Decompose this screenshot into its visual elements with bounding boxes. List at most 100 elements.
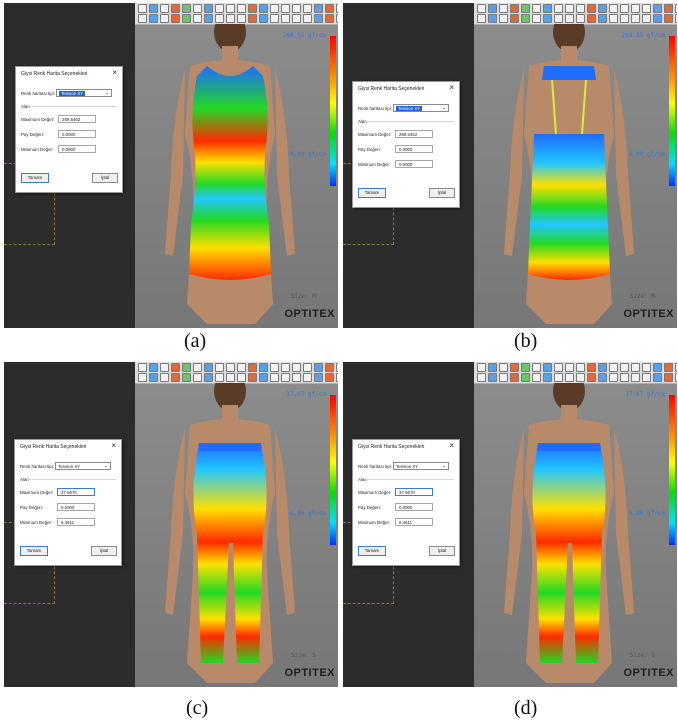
toolbar-button[interactable] [160,373,169,382]
toolbar-button[interactable] [521,373,530,382]
toolbar-button[interactable] [259,4,268,13]
toolbar-button[interactable] [193,363,202,372]
min-value-field[interactable]: 6.4611 [395,518,433,526]
toolbar-button[interactable] [336,373,338,382]
toolbar-button[interactable] [259,373,268,382]
max-value-field[interactable]: 269.5462 [395,130,433,138]
toolbar-button[interactable] [576,14,585,23]
toolbar-button[interactable] [215,4,224,13]
toolbar-button[interactable] [237,4,246,13]
toolbar-button[interactable] [653,14,662,23]
close-icon[interactable]: × [111,441,116,450]
min-value-field[interactable]: 0.0000 [58,145,96,153]
toolbar-button[interactable] [554,373,563,382]
map-type-select[interactable]: Tension XY ⌄ [393,462,449,470]
ok-button[interactable]: Tamam [21,173,49,183]
toolbar-button[interactable] [620,373,629,382]
toolbar-button[interactable] [270,4,279,13]
toolbar-button[interactable] [620,363,629,372]
toolbar-button[interactable] [204,14,213,23]
toolbar-button[interactable] [609,14,618,23]
map-type-select[interactable]: Tension XY ⌄ [393,104,449,112]
toolbar-button[interactable] [292,4,301,13]
toolbar-button[interactable] [204,4,213,13]
toolbar-button[interactable] [642,363,651,372]
cancel-button[interactable]: İptal [91,546,117,556]
toolbar-button[interactable] [543,363,552,372]
toolbar-button[interactable] [532,363,541,372]
3d-viewport[interactable]: 269.55 gf/cm 0.00 gf/cm Size: M OPTITEX [135,3,338,328]
toolbar-button[interactable] [675,14,677,23]
tolerance-value-field[interactable]: 0.0000 [395,503,433,511]
toolbar-button[interactable] [554,363,563,372]
toolbar-button[interactable] [193,373,202,382]
toolbar-button[interactable] [675,373,677,382]
toolbar-button[interactable] [138,373,147,382]
toolbar-button[interactable] [543,14,552,23]
toolbar-button[interactable] [149,4,158,13]
toolbar-button[interactable] [336,363,338,372]
cancel-button[interactable]: İptal [429,546,455,556]
toolbar-button[interactable] [642,373,651,382]
toolbar-button[interactable] [653,4,662,13]
toolbar-button[interactable] [149,363,158,372]
toolbar-button[interactable] [248,363,257,372]
3d-viewport[interactable]: 37.67 gf/cm 6.46 gf/cm Size: S OPTITEX [135,362,338,687]
toolbar-button[interactable] [292,363,301,372]
toolbar-button[interactable] [160,363,169,372]
toolbar-button[interactable] [303,14,312,23]
ok-button[interactable]: Tamam [358,546,386,556]
toolbar-button[interactable] [587,14,596,23]
toolbar-button[interactable] [510,363,519,372]
toolbar-button[interactable] [565,363,574,372]
toolbar-button[interactable] [226,14,235,23]
toolbar-button[interactable] [565,373,574,382]
toolbar-button[interactable] [138,14,147,23]
toolbar-button[interactable] [642,4,651,13]
tolerance-value-field[interactable]: 0.0000 [395,145,433,153]
toolbar-button[interactable] [631,4,640,13]
cancel-button[interactable]: İptal [429,188,455,198]
toolbar-button[interactable] [609,373,618,382]
toolbar-button[interactable] [499,363,508,372]
toolbar-button[interactable] [609,4,618,13]
toolbar-button[interactable] [521,4,530,13]
toolbar-button[interactable] [598,14,607,23]
toolbar-button[interactable] [532,4,541,13]
toolbar-button[interactable] [477,4,486,13]
toolbar-button[interactable] [270,373,279,382]
toolbar-button[interactable] [149,373,158,382]
toolbar-button[interactable] [510,373,519,382]
toolbar-button[interactable] [204,373,213,382]
toolbar-button[interactable] [521,363,530,372]
toolbar-button[interactable] [303,363,312,372]
toolbar-button[interactable] [499,373,508,382]
ok-button[interactable]: Tamam [20,546,48,556]
toolbar-button[interactable] [281,373,290,382]
toolbar-button[interactable] [532,14,541,23]
toolbar-button[interactable] [477,363,486,372]
toolbar-button[interactable] [138,363,147,372]
toolbar-button[interactable] [543,4,552,13]
tolerance-value-field[interactable]: 0.0000 [58,130,96,138]
toolbar-button[interactable] [488,373,497,382]
toolbar-button[interactable] [171,4,180,13]
toolbar-button[interactable] [488,4,497,13]
toolbar-button[interactable] [642,14,651,23]
toolbar-button[interactable] [543,373,552,382]
toolbar-button[interactable] [477,14,486,23]
toolbar-button[interactable] [576,373,585,382]
toolbar-button[interactable] [620,14,629,23]
toolbar-button[interactable] [292,14,301,23]
toolbar-button[interactable] [653,363,662,372]
toolbar-button[interactable] [664,373,673,382]
toolbar-button[interactable] [281,14,290,23]
toolbar-button[interactable] [664,14,673,23]
toolbar-button[interactable] [587,373,596,382]
toolbar-button[interactable] [521,14,530,23]
toolbar-button[interactable] [193,4,202,13]
toolbar-button[interactable] [237,14,246,23]
ok-button[interactable]: Tamam [358,188,386,198]
toolbar-button[interactable] [587,363,596,372]
toolbar-button[interactable] [303,373,312,382]
